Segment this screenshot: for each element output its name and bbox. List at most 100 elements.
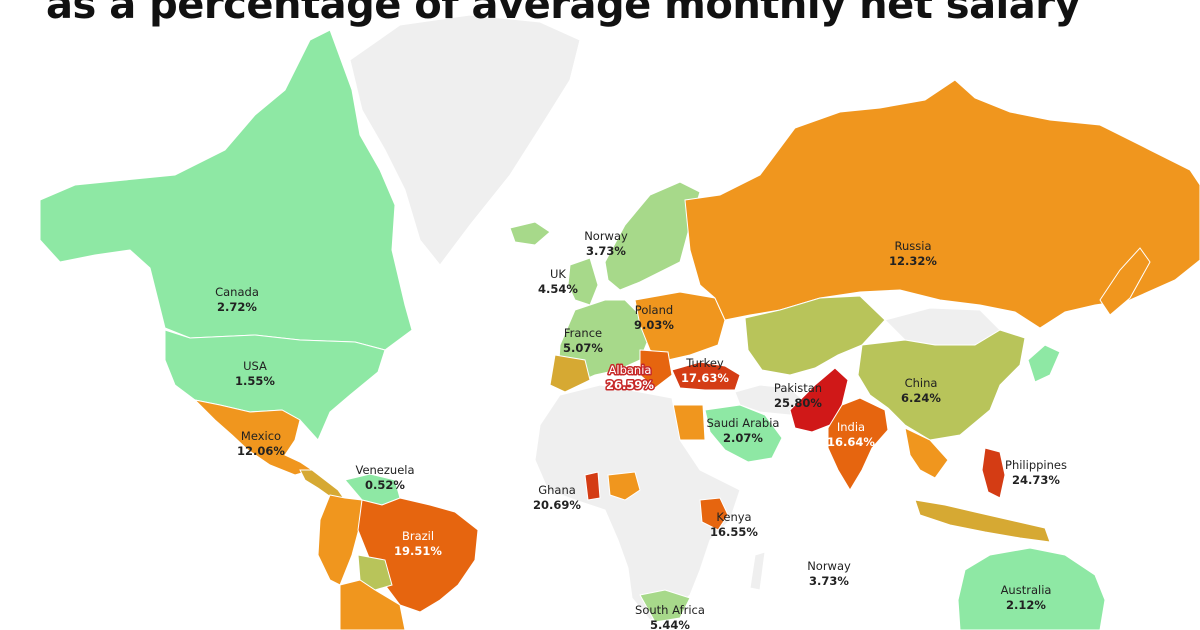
kamchatka-shape — [1099, 247, 1151, 316]
australia-shape — [957, 547, 1106, 630]
iceland-shape — [509, 221, 551, 246]
svg-text:Mexico: Mexico — [241, 429, 281, 443]
svg-text:2.07%: 2.07% — [723, 431, 763, 445]
nigeria-shape — [607, 471, 641, 501]
svg-text:20.69%: 20.69% — [533, 498, 581, 512]
svg-text:Norway: Norway — [807, 559, 851, 573]
svg-text:25.80%: 25.80% — [774, 396, 822, 410]
scandinavia-shape — [604, 181, 701, 291]
svg-text:Turkey: Turkey — [685, 356, 724, 370]
svg-text:12.32%: 12.32% — [889, 254, 937, 268]
usa-shape — [164, 329, 386, 441]
svg-text:USA: USA — [243, 359, 267, 373]
indonesia-shape — [914, 499, 1051, 543]
japan-shape — [1027, 344, 1061, 383]
svg-text:24.73%: 24.73% — [1012, 473, 1060, 487]
label-uk: UK4.54% — [538, 267, 578, 296]
greenland-shape — [349, 14, 581, 266]
spain-shape — [549, 354, 591, 393]
svg-text:Venezuela: Venezuela — [355, 463, 414, 477]
turkey-shape — [671, 361, 741, 391]
svg-text:Australia: Australia — [1001, 583, 1052, 597]
svg-text:France: France — [564, 326, 602, 340]
svg-text:0.52%: 0.52% — [365, 478, 405, 492]
svg-text:India: India — [837, 420, 865, 434]
philippines-shape — [981, 447, 1006, 499]
southeast-asia-shape — [904, 427, 949, 479]
saudi-arabia-shape — [704, 404, 783, 463]
svg-text:1.55%: 1.55% — [235, 374, 275, 388]
central-asia-shape — [744, 295, 886, 376]
svg-text:2.72%: 2.72% — [217, 300, 257, 314]
svg-text:9.03%: 9.03% — [634, 318, 674, 332]
svg-text:5.44%: 5.44% — [650, 618, 690, 630]
svg-text:3.73%: 3.73% — [809, 574, 849, 588]
svg-text:16.64%: 16.64% — [827, 435, 875, 449]
svg-text:Canada: Canada — [215, 285, 259, 299]
svg-text:Ghana: Ghana — [538, 483, 576, 497]
svg-text:UK: UK — [550, 267, 566, 281]
svg-text:Norway: Norway — [584, 229, 628, 243]
map-title: as a percentage of average monthly net s… — [46, 0, 1081, 28]
svg-text:17.63%: 17.63% — [681, 371, 729, 385]
india-shape — [827, 397, 889, 491]
south-africa-shape — [639, 589, 691, 623]
russia-shape — [684, 79, 1200, 329]
svg-text:3.73%: 3.73% — [586, 244, 626, 258]
svg-text:2.12%: 2.12% — [1006, 598, 1046, 612]
svg-text:Kenya: Kenya — [716, 510, 751, 524]
svg-text:6.24%: 6.24% — [901, 391, 941, 405]
china-shape — [857, 329, 1026, 441]
bolivia-shape — [357, 554, 393, 591]
balkans-shape — [639, 349, 673, 389]
west-south-america-shape — [317, 494, 363, 586]
kenya-shape — [699, 497, 729, 531]
svg-text:4.54%: 4.54% — [538, 282, 578, 296]
madagascar-shape — [749, 551, 766, 591]
country-shapes — [39, 14, 1200, 630]
southern-cone-shape — [339, 579, 406, 630]
svg-text:5.07%: 5.07% — [563, 341, 603, 355]
svg-text:Saudi Arabia: Saudi Arabia — [707, 416, 780, 430]
eastern-europe-shape — [634, 291, 726, 361]
svg-text:26.59%: 26.59% — [606, 378, 654, 392]
mongolia-shape — [884, 307, 1001, 346]
svg-text:Philippines: Philippines — [1005, 458, 1067, 472]
svg-text:South Africa: South Africa — [635, 603, 705, 617]
mexico-shape — [193, 399, 314, 476]
svg-text:Russia: Russia — [895, 239, 932, 253]
canada-shape — [39, 29, 413, 351]
svg-text:Albania: Albania — [609, 363, 652, 377]
svg-text:Brazil: Brazil — [402, 529, 434, 543]
svg-text:16.55%: 16.55% — [710, 525, 758, 539]
svg-text:Poland: Poland — [635, 303, 673, 317]
central-america-shape — [299, 469, 346, 501]
svg-text:China: China — [905, 376, 938, 390]
ghana-shape — [584, 471, 601, 501]
svg-text:19.51%: 19.51% — [394, 544, 442, 558]
svg-text:12.06%: 12.06% — [237, 444, 285, 458]
